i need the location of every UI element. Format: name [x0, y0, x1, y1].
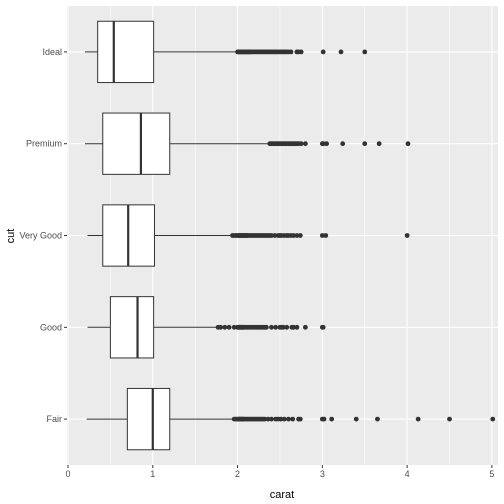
outlier-point	[376, 141, 382, 147]
x-axis: 0 1 2 3 4 5	[65, 465, 494, 479]
box-premium	[84, 112, 411, 175]
box-iqr	[126, 387, 171, 451]
outlier-point	[298, 49, 304, 55]
outlier-point	[269, 324, 274, 330]
outlier-point	[362, 141, 368, 147]
y-axis-title: cut	[5, 229, 17, 244]
x-tick-label: 5	[489, 469, 494, 479]
outlier-point	[302, 324, 308, 330]
box-good	[87, 296, 326, 359]
outlier-point	[353, 416, 359, 422]
outlier-point	[320, 49, 326, 55]
y-tick-label: Premium	[26, 139, 62, 149]
outlier-point	[320, 324, 326, 330]
outlier-point	[297, 416, 303, 422]
outlier-point	[263, 324, 269, 330]
outlier-point	[404, 233, 410, 238]
x-tick-label: 0	[65, 469, 70, 479]
outlier-point	[226, 324, 232, 330]
y-tick-label: Very Good	[19, 231, 62, 241]
outlier-point	[281, 416, 287, 422]
outlier-point	[262, 416, 268, 422]
outlier-point	[415, 416, 421, 422]
outlier-point	[278, 416, 284, 422]
outlier-point	[362, 49, 368, 55]
outlier-point	[329, 416, 335, 422]
outlier-point	[375, 416, 380, 422]
outlier-point	[297, 233, 303, 238]
outlier-point	[340, 141, 346, 147]
y-tick-label: Ideal	[42, 47, 62, 57]
outlier-point	[323, 233, 329, 238]
outlier-point	[319, 233, 325, 238]
y-tick-label: Fair	[47, 414, 63, 424]
outlier-point	[291, 233, 296, 238]
outlier-point	[288, 49, 294, 55]
box-very-good	[87, 204, 410, 267]
outlier-point	[269, 233, 274, 238]
outlier-point	[320, 141, 326, 147]
outlier-point	[447, 416, 452, 422]
outlier-point	[290, 416, 296, 422]
outlier-point	[269, 416, 274, 422]
outlier-point	[286, 416, 291, 422]
x-tick-label: 1	[150, 469, 155, 479]
outlier-point	[218, 324, 224, 330]
outlier-point	[302, 141, 308, 147]
x-tick-label: 4	[405, 469, 410, 479]
outlier-point	[294, 233, 300, 238]
outlier-point	[284, 324, 290, 330]
x-axis-title: carat	[270, 489, 294, 501]
outlier-point	[405, 141, 411, 147]
box-iqr	[97, 20, 155, 84]
outlier-point	[222, 324, 228, 330]
x-tick-label: 3	[320, 469, 325, 479]
y-tick-label: Good	[40, 322, 62, 332]
outlier-point	[272, 233, 278, 238]
outlier-point	[280, 324, 286, 330]
x-tick-label: 2	[235, 469, 240, 479]
outlier-point	[231, 324, 237, 330]
outlier-point	[324, 141, 329, 147]
outlier-point	[291, 324, 296, 330]
box-iqr	[109, 296, 155, 359]
outlier-point	[294, 324, 300, 330]
outlier-point	[321, 416, 327, 422]
outlier-point	[273, 324, 279, 330]
outlier-point	[298, 141, 304, 147]
box-series	[84, 20, 496, 451]
y-axis: Fair Good Very Good Premium Ideal	[19, 47, 67, 424]
outlier-point	[265, 416, 271, 422]
outlier-point	[338, 49, 344, 55]
outlier-point	[490, 416, 496, 422]
box-iqr	[102, 112, 171, 175]
box-fair	[86, 387, 496, 451]
box-ideal	[84, 20, 368, 84]
